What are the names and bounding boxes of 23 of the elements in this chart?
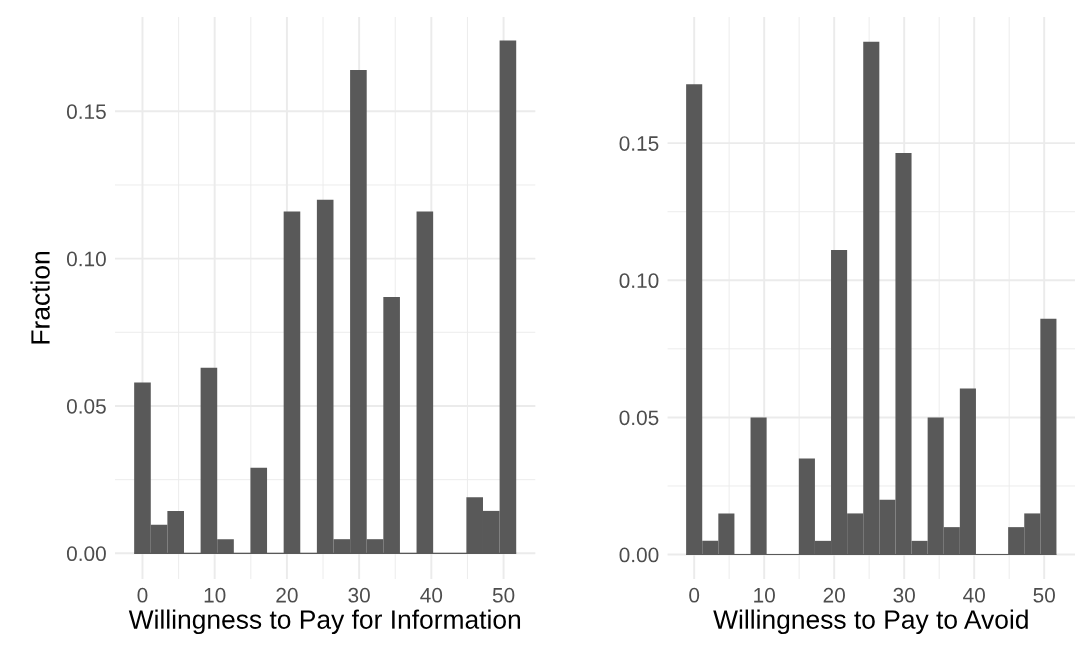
- x-axis-title: Willingness to Pay to Avoid: [713, 609, 1028, 635]
- x-tick-label: 50: [1033, 587, 1055, 603]
- y-tick-label: 0.05: [619, 410, 659, 426]
- x-tick-label: 20: [276, 587, 298, 603]
- x-tick-label: 10: [754, 587, 775, 603]
- y-tick-label: 0.10: [66, 251, 106, 267]
- x-tick-label: 20: [823, 587, 845, 603]
- y-tick-label: 0.00: [66, 546, 106, 562]
- x-tick-label: 50: [492, 587, 515, 603]
- y-tick-label: 0.15: [619, 136, 659, 151]
- y-tick-label: 0.10: [619, 273, 659, 289]
- y-tick-label: 0.15: [66, 104, 106, 120]
- y-axis-title: Fraction: [30, 252, 50, 344]
- y-tick-label: 0.05: [66, 398, 106, 414]
- x-axis-title: Willingness to Pay for Information: [128, 609, 521, 635]
- y-tick-label: 0.00: [619, 547, 659, 563]
- x-tick-label: 10: [204, 587, 226, 603]
- x-tick-label: 30: [348, 587, 370, 603]
- x-tick-label: 30: [893, 587, 915, 603]
- x-tick-label: 0: [137, 587, 148, 603]
- x-tick-label: 40: [420, 587, 443, 603]
- x-tick-label: 0: [689, 587, 700, 603]
- x-tick-label: 40: [963, 587, 985, 603]
